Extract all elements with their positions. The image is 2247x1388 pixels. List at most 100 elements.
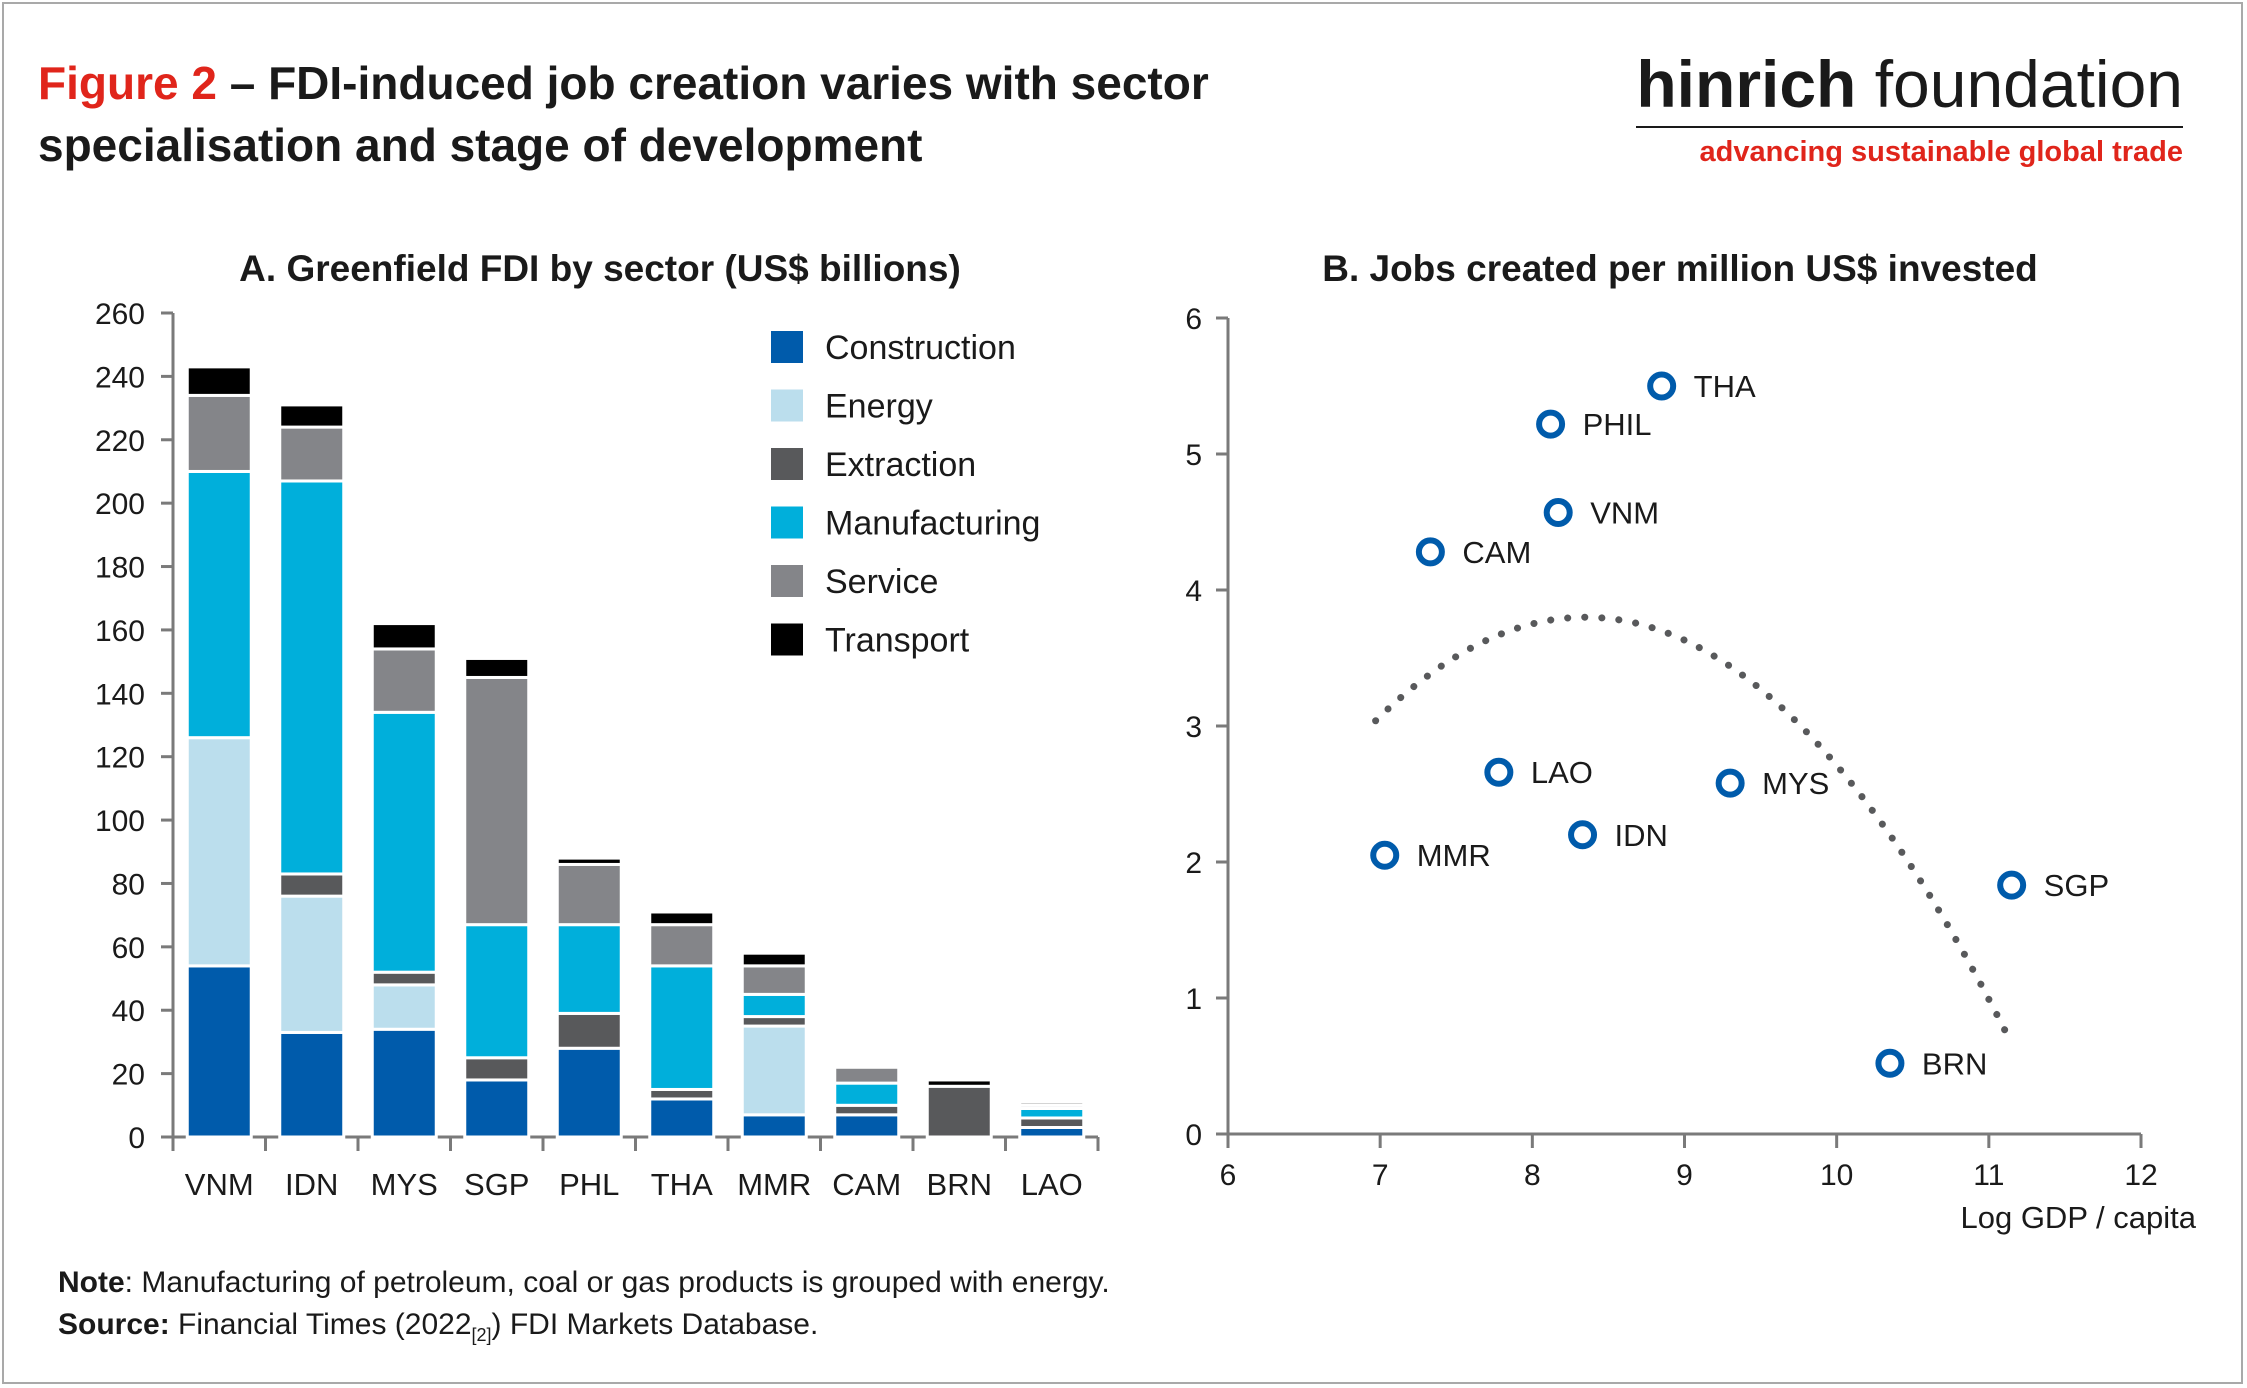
legend-label-extraction: Extraction: [825, 446, 976, 484]
brand-name: hinrich foundation: [1636, 48, 2183, 120]
y-tick-label: 100: [95, 805, 145, 838]
y-tick-label: 220: [95, 425, 145, 458]
x-tick-label-idn: IDN: [285, 1167, 338, 1202]
figure-title: Figure 2 – FDI-induced job creation vari…: [38, 52, 1418, 176]
y-tick-label: 120: [95, 742, 145, 775]
brand-name-bold: hinrich: [1636, 47, 1857, 121]
bar-phl-manufacturing: [555, 923, 623, 1015]
bar-phl-extraction: [555, 1011, 623, 1050]
legend-swatch-service: [771, 565, 803, 597]
bar-sgp-service: [463, 675, 531, 927]
brand-name-light: foundation: [1856, 47, 2183, 121]
x-tick-label-cam: CAM: [832, 1167, 901, 1202]
brand-rule: [1636, 126, 2183, 128]
legend-swatch-transport: [771, 623, 803, 656]
y-tick-label: 60: [112, 932, 145, 965]
legend-swatch-construction: [771, 331, 803, 363]
y-tick-label: 80: [112, 868, 145, 901]
bar-cam-service: [833, 1065, 901, 1085]
bar-chart: 0 20 40 60 80 100 120 140 160 180 200 220 240 260 VNM I…: [95, 298, 1100, 1202]
bar-cam-manufacturing: [833, 1081, 901, 1107]
bar-mys-manufacturing: [370, 710, 438, 974]
bar-phl-construction: [555, 1046, 623, 1139]
x-tick-label-mmr: MMR: [737, 1167, 811, 1202]
bar-mys-construction: [370, 1027, 438, 1139]
source-text-1: Financial Times (2022: [169, 1308, 472, 1341]
bar-tha-transport: [648, 910, 716, 927]
legend-label-service: Service: [825, 563, 938, 601]
y-tick-label: 180: [95, 552, 145, 585]
y-tick-label: 40: [112, 995, 145, 1028]
bar-mys-energy: [370, 983, 438, 1031]
bar-mmr-manufacturing: [740, 992, 808, 1019]
bar-sgp-construction: [463, 1078, 531, 1139]
bar-idn-transport: [278, 403, 346, 429]
x-tick-label-tha: THA: [651, 1167, 713, 1202]
figure-label: Figure 2: [38, 57, 217, 109]
y-tick-label: 160: [95, 615, 145, 648]
note-line: Note: Manufacturing of petroleum, coal o…: [58, 1262, 1110, 1304]
bar-lao-transport: [1018, 1100, 1086, 1107]
x-tick-label-brn: BRN: [927, 1167, 992, 1202]
bar-tha-manufacturing: [648, 964, 716, 1091]
bar-sgp-transport: [463, 656, 531, 679]
bar-mmr-construction: [740, 1113, 808, 1139]
bar-vnm-transport: [185, 365, 253, 397]
legend-label-construction: Construction: [825, 329, 1016, 367]
y-tick-label: 200: [95, 488, 145, 521]
bar-mmr-energy: [740, 1024, 808, 1117]
bar-cam-construction: [833, 1113, 901, 1139]
bar-mmr-transport: [740, 951, 808, 968]
brand-tagline: advancing sustainable global trade: [1699, 136, 2183, 168]
y-tick-label: 0: [128, 1122, 145, 1155]
notes: Note: Manufacturing of petroleum, coal o…: [58, 1262, 1110, 1356]
y-tick-label: 20: [112, 1059, 145, 1092]
panel-a-title: A. Greenfield FDI by sector (US$ billion…: [239, 248, 961, 289]
bar-idn-service: [278, 425, 346, 483]
legend-label-transport: Transport: [825, 622, 970, 660]
bar-phl-service: [555, 862, 623, 927]
bar-tha-service: [648, 923, 716, 968]
note-label: Note: [58, 1266, 125, 1299]
bar-brn-extraction: [925, 1084, 993, 1139]
bar-vnm-manufacturing: [185, 469, 253, 740]
bar-mys-extraction: [370, 970, 438, 987]
bar-idn-manufacturing: [278, 479, 346, 876]
note-text: : Manufacturing of petroleum, coal or ga…: [124, 1266, 1110, 1299]
panel-b-title: B. Jobs created per million US$ invested: [1322, 248, 2038, 289]
legend-swatch-manufacturing: [771, 506, 803, 539]
legend-swatch-extraction: [771, 448, 803, 480]
legend-label-manufacturing: Manufacturing: [825, 505, 1040, 543]
source-ref: [2]: [471, 1325, 492, 1345]
bar-idn-extraction: [278, 872, 346, 898]
bar-mys-transport: [370, 622, 438, 651]
bar-vnm-service: [185, 393, 253, 473]
x-tick-label-vnm: VNM: [185, 1167, 254, 1202]
source-line: Source: Financial Times (2022[2]) FDI Ma…: [58, 1304, 1110, 1356]
y-tick-label: 240: [95, 361, 145, 394]
bar-mys-service: [370, 647, 438, 714]
x-tick-label-phl: PHL: [559, 1167, 619, 1202]
bar-idn-energy: [278, 894, 346, 1034]
bar-mmr-service: [740, 964, 808, 996]
legend-swatch-energy: [771, 389, 803, 422]
y-tick-label: 140: [95, 678, 145, 711]
legend-label-energy: Energy: [825, 388, 933, 426]
bar-tha-construction: [648, 1097, 716, 1139]
source-text-2: ) FDI Markets Database.: [491, 1308, 819, 1341]
brand-logo: hinrich foundation advancing sustainable…: [1636, 48, 2183, 169]
bar-idn-construction: [278, 1030, 346, 1139]
x-tick-label-mys: MYS: [371, 1167, 438, 1202]
x-tick-label-lao: LAO: [1021, 1167, 1083, 1202]
bar-sgp-manufacturing: [463, 923, 531, 1060]
figure-title-text: – FDI-induced job creation varies with s…: [38, 57, 1209, 171]
bar-vnm-energy: [185, 736, 253, 968]
bar-brn-transport: [925, 1078, 993, 1088]
bar-vnm-construction: [185, 964, 253, 1139]
x-tick-label-sgp: SGP: [464, 1167, 529, 1202]
y-tick-label: 260: [95, 298, 145, 331]
bar-sgp-extraction: [463, 1056, 531, 1082]
source-label: Source:: [58, 1308, 170, 1341]
bar-phl-transport: [555, 856, 623, 866]
